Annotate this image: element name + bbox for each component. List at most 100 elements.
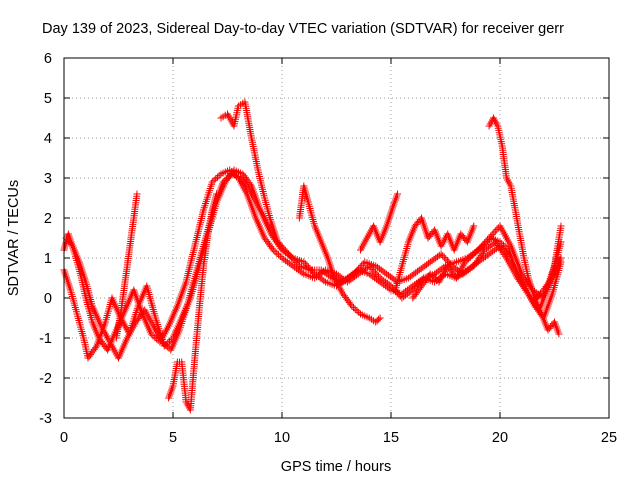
data-point (411, 281, 419, 289)
data-point (350, 304, 357, 312)
data-point (345, 274, 352, 282)
data-point (352, 268, 359, 276)
data-point (439, 252, 447, 260)
series-track-5 (165, 190, 221, 414)
data-point (470, 262, 478, 270)
data-point (291, 263, 299, 271)
data-point (428, 257, 436, 265)
data-point (432, 269, 440, 277)
data-point (440, 253, 448, 261)
data-point (417, 265, 425, 273)
data-point (224, 173, 232, 181)
data-point (405, 285, 413, 293)
data-point (359, 260, 367, 268)
data-point (318, 275, 326, 283)
data-point (555, 330, 563, 338)
data-point (472, 248, 480, 256)
data-point (378, 279, 386, 287)
data-point (461, 258, 469, 266)
data-point (473, 247, 481, 255)
data-point (394, 190, 401, 198)
data-point (385, 271, 392, 279)
data-point (493, 225, 501, 233)
data-point (432, 275, 439, 283)
series-track-6 (217, 98, 282, 246)
y-tick-label: 4 (44, 131, 52, 147)
data-point (483, 245, 491, 253)
y-tick-label: 6 (44, 51, 52, 67)
y-tick-label: -2 (39, 371, 52, 387)
data-point (277, 241, 285, 249)
y-tick-label: 1 (44, 251, 52, 267)
x-tick-label: 15 (383, 430, 399, 446)
y-ticks: -3 -2 -1 0 1 2 3 4 5 6 (39, 51, 609, 427)
data-point (298, 269, 306, 277)
data-point (278, 243, 286, 251)
data-point (147, 330, 155, 338)
data-point (158, 338, 166, 346)
data-point (353, 307, 361, 315)
data-point (163, 343, 171, 351)
data-point (488, 231, 496, 239)
data-point (276, 252, 284, 260)
data-point (379, 267, 387, 275)
data-point (160, 340, 168, 348)
data-point (398, 290, 406, 298)
data-point (432, 254, 440, 262)
data-point (495, 243, 503, 251)
series-track-3 (62, 170, 565, 362)
data-point (367, 271, 375, 279)
x-axis-label: GPS time / hours (281, 459, 391, 475)
data-point (490, 229, 498, 237)
data-point (323, 270, 331, 278)
data-point (350, 270, 358, 278)
x-ticks: 0 5 10 15 20 25 (60, 58, 617, 446)
data-point (221, 176, 229, 184)
data-point (377, 266, 385, 274)
data-point (289, 255, 297, 263)
data-point (474, 257, 481, 265)
data-point (166, 337, 173, 345)
series-track-4 (112, 190, 141, 342)
data-point (67, 240, 75, 248)
data-point (403, 286, 411, 294)
data-point (485, 250, 493, 258)
data-point (491, 246, 499, 254)
data-point (500, 250, 508, 258)
data-point (292, 259, 300, 267)
data-point (343, 275, 351, 283)
data-point (461, 269, 469, 277)
data-point (484, 237, 492, 245)
data-point (301, 260, 309, 268)
y-tick-label: 3 (44, 171, 52, 187)
data-points (60, 98, 565, 414)
y-tick-label: 0 (44, 291, 52, 307)
data-point (483, 251, 491, 259)
data-point (92, 344, 99, 352)
data-point (486, 242, 494, 250)
data-point (501, 243, 509, 251)
data-point (497, 245, 504, 253)
data-point (381, 269, 389, 277)
data-point (374, 263, 382, 271)
data-point (213, 190, 221, 198)
data-point (465, 255, 473, 263)
data-point (480, 240, 488, 248)
data-point (375, 315, 383, 323)
data-point (430, 273, 438, 281)
data-point (386, 273, 394, 281)
data-point (498, 240, 506, 248)
data-point (452, 265, 460, 273)
data-point (268, 244, 276, 252)
data-point (466, 265, 474, 273)
data-point (287, 261, 295, 269)
x-tick-label: 20 (492, 430, 508, 446)
data-point (336, 273, 344, 281)
data-point (373, 275, 380, 283)
data-point (414, 278, 422, 286)
plot-frame (63, 57, 610, 419)
data-point (341, 277, 349, 285)
data-point (358, 261, 366, 269)
data-point (346, 273, 354, 281)
data-point (348, 271, 356, 279)
